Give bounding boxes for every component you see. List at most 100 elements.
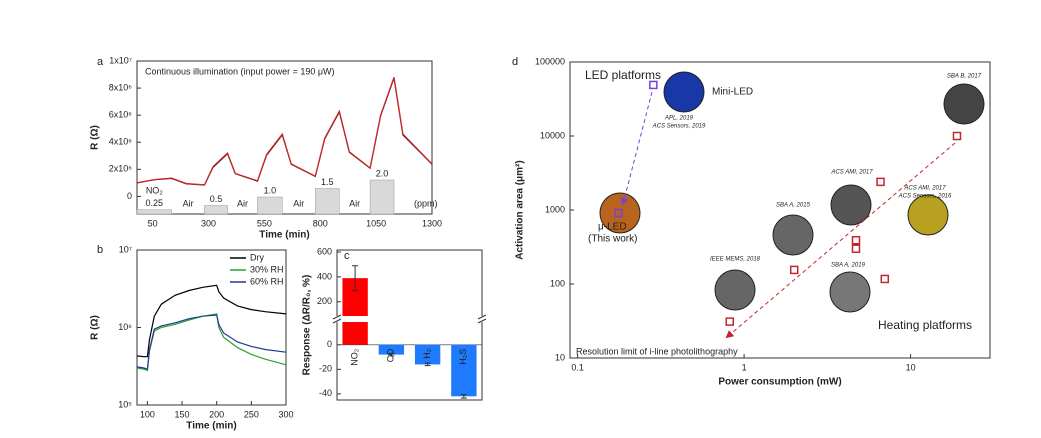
x-tick-label: 800 — [313, 218, 328, 228]
panel-label: a — [97, 56, 104, 68]
x-tick-label: H₂S — [458, 349, 468, 365]
data-line — [136, 313, 287, 372]
error-bar — [352, 265, 359, 292]
scatter-point — [851, 244, 861, 253]
unit-label: (ppm) — [414, 198, 438, 208]
photo — [772, 214, 814, 256]
x-tick-label: 150 — [175, 409, 190, 419]
photo — [907, 194, 949, 236]
gas-pulse — [315, 188, 340, 215]
reference: IEEE MEMS, 2018 — [710, 257, 761, 263]
axis-break — [333, 316, 486, 322]
y-tick-label: 6x10⁶ — [109, 110, 133, 120]
gas-pulse — [136, 209, 172, 215]
reference: SBA B, 2017 — [947, 74, 982, 80]
y-tick-label: 100 — [550, 278, 565, 288]
scatter-point — [649, 80, 658, 90]
y-tick-label: 400 — [317, 271, 332, 281]
scatter-point — [952, 131, 962, 141]
y-tick-label: -40 — [319, 388, 332, 398]
break-mark — [332, 314, 487, 324]
y-tick-label: 0 — [327, 339, 332, 349]
x-tick-label: 200 — [209, 409, 224, 419]
concentration-label: 1.0 — [264, 185, 277, 195]
reference: ACS AMI, 2017 — [830, 170, 873, 176]
reference: ACS Sensors, 2019 — [652, 124, 706, 130]
heating-arrow — [725, 142, 956, 339]
x-tick-label: 50 — [148, 218, 158, 228]
concentration-label: 0.5 — [210, 194, 223, 204]
x-tick-label: 100 — [140, 409, 155, 419]
x-axis-title: Time (min) — [186, 421, 236, 432]
plot-frame — [136, 60, 433, 215]
concentration-label: 2.0 — [376, 168, 389, 178]
air-label: Air — [237, 198, 248, 208]
y-tick-label: 0 — [127, 191, 132, 201]
y-tick-label: -20 — [319, 364, 332, 374]
y-tick-label: 10 — [555, 352, 565, 362]
y-tick-label: 8x10⁶ — [109, 82, 133, 92]
panel-label: b — [97, 244, 103, 256]
photo — [714, 269, 756, 311]
scatter-point — [614, 208, 623, 218]
x-tick-label: 300 — [201, 218, 216, 228]
y-tick-label: 2x10⁶ — [109, 164, 133, 174]
y-tick-label: 10⁶ — [118, 322, 132, 332]
y-tick-label: 100000 — [535, 56, 565, 66]
x-tick-label: 1 — [742, 362, 747, 372]
gas-label: NO₂ — [146, 185, 164, 195]
concentration-label: 1.5 — [321, 177, 334, 187]
air-label: Air — [349, 198, 360, 208]
x-tick-label: CO — [386, 349, 396, 363]
data-line — [136, 284, 287, 358]
x-tick-label: H₂ — [422, 348, 432, 358]
series-name: Heating platforms — [878, 318, 972, 332]
x-tick-label: 1300 — [422, 218, 442, 228]
series-name: LED platforms — [585, 68, 661, 82]
data-line — [136, 77, 433, 186]
gas-pulse — [257, 196, 283, 215]
y-tick-label: 1x10⁷ — [109, 55, 132, 65]
error-bar — [424, 362, 431, 367]
scatter-point — [789, 265, 799, 275]
annotation: Continuous illumination (input power = 1… — [145, 66, 335, 76]
y-tick-label: 10⁷ — [119, 244, 132, 254]
y-tick-label: 1000 — [545, 204, 565, 214]
x-tick-label: 1050 — [366, 218, 386, 228]
led-arrow — [620, 91, 653, 206]
y-axis-title: Activation area (μm²) — [515, 160, 526, 259]
photo — [829, 271, 871, 313]
x-axis-title: Time (min) — [259, 230, 309, 241]
scatter-point — [876, 177, 885, 187]
error-bar — [460, 393, 467, 399]
scatter-point — [851, 236, 861, 245]
x-tick-label: NO₂ — [350, 348, 360, 366]
gas-pulse — [369, 179, 395, 215]
panel-label: d — [512, 56, 518, 68]
photo — [599, 192, 641, 234]
scatter-point — [725, 317, 734, 326]
panel-label: c — [344, 250, 350, 262]
air-label: Air — [183, 198, 194, 208]
x-tick-label: 0.1 — [571, 362, 584, 372]
photo — [830, 184, 872, 226]
x-tick-label: 250 — [244, 409, 259, 419]
x-tick-label: 10 — [906, 362, 916, 372]
point-label: Mini-LED — [712, 87, 753, 98]
photo — [663, 71, 705, 113]
reference: SBA A, 2015 — [776, 203, 811, 209]
annotation: Resolution limit of i-line photolithogra… — [576, 346, 738, 356]
photo — [943, 83, 985, 125]
point-label: μ-LED — [598, 222, 627, 233]
x-tick-label: 300 — [278, 409, 293, 419]
bar — [451, 344, 477, 397]
concentration-label: 0.25 — [146, 198, 164, 208]
reference: APL, 2019 — [664, 116, 694, 122]
y-axis-title: R (Ω) — [90, 125, 101, 150]
y-tick-label: 600 — [317, 246, 332, 256]
y-axis-title: R (Ω) — [90, 315, 101, 340]
x-tick-label: 550 — [257, 218, 272, 228]
bar — [414, 344, 441, 365]
y-tick-label: 10⁵ — [118, 399, 132, 409]
